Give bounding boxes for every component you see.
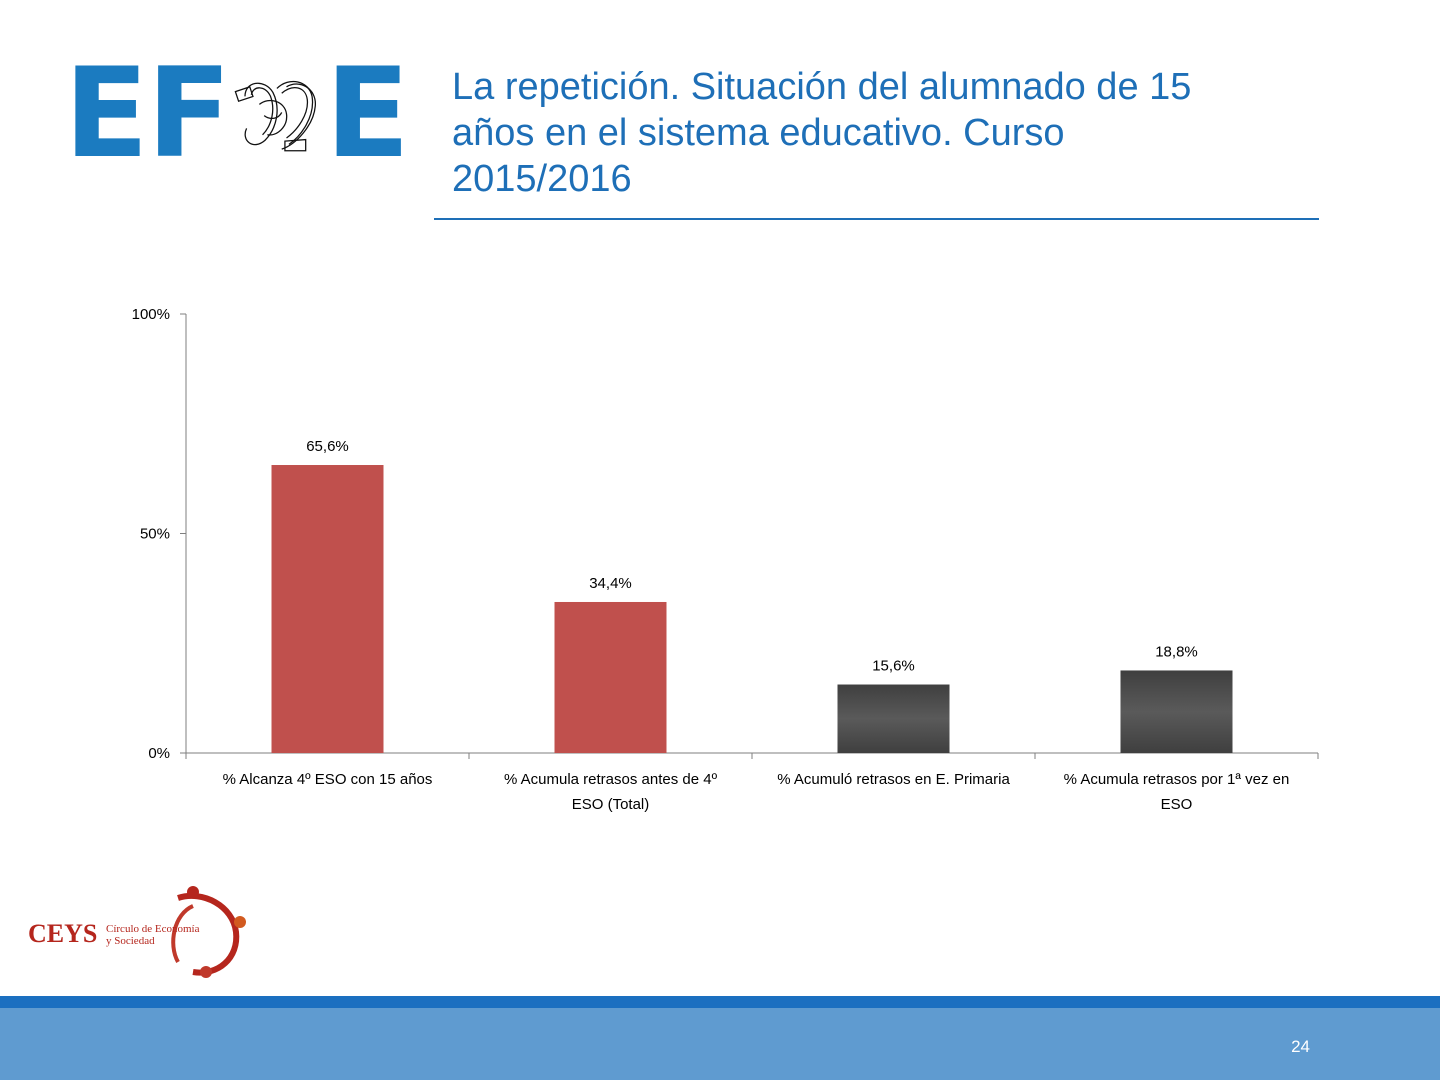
bar: [837, 684, 950, 753]
footer-line: [0, 996, 1440, 1008]
title-underline: [434, 218, 1319, 220]
data-label: 65,6%: [306, 438, 349, 455]
category-label: % Acumuló retrasos en E. Primaria: [777, 771, 1010, 788]
swirl-logo-icon: [235, 80, 317, 152]
efe-logo: EF E: [64, 42, 410, 186]
title-line-1: La repetición. Situación del alumnado de…: [452, 66, 1192, 108]
category-label: ESO: [1161, 796, 1193, 813]
logo-letters-left: EF: [64, 42, 231, 186]
ceys-logo: CEYS Círculo de Economía y Sociedad: [28, 886, 246, 978]
bar: [554, 601, 667, 753]
title-line-3: 2015/2016: [452, 158, 632, 200]
title-line-2: años en el sistema educativo. Curso: [452, 112, 1065, 154]
ceys-name: CEYS: [28, 919, 97, 948]
ceys-subtitle-1: Círculo de Economía: [106, 923, 200, 935]
page-number: 24: [1291, 1037, 1310, 1056]
logo-letter-right: E: [325, 42, 410, 186]
bar: [271, 465, 384, 753]
bar: [1120, 670, 1233, 753]
category-label: % Alcanza 4º ESO con 15 años: [223, 771, 433, 788]
data-label: 34,4%: [589, 575, 632, 592]
category-label: ESO (Total): [572, 796, 650, 813]
y-tick-label: 0%: [148, 745, 170, 762]
data-label: 15,6%: [872, 658, 915, 675]
category-label: % Acumula retrasos antes de 4º: [504, 771, 718, 788]
ceys-ring-icon: [171, 886, 246, 978]
slide-title: La repetición. Situación del alumnado de…: [452, 64, 1312, 202]
y-tick-label: 100%: [132, 306, 170, 323]
data-label: 18,8%: [1155, 643, 1198, 660]
footer-band: [0, 1008, 1440, 1080]
ceys-subtitle-2: y Sociedad: [106, 935, 155, 947]
y-tick-label: 50%: [140, 526, 170, 543]
category-label: % Acumula retrasos por 1ª vez en: [1064, 771, 1290, 788]
